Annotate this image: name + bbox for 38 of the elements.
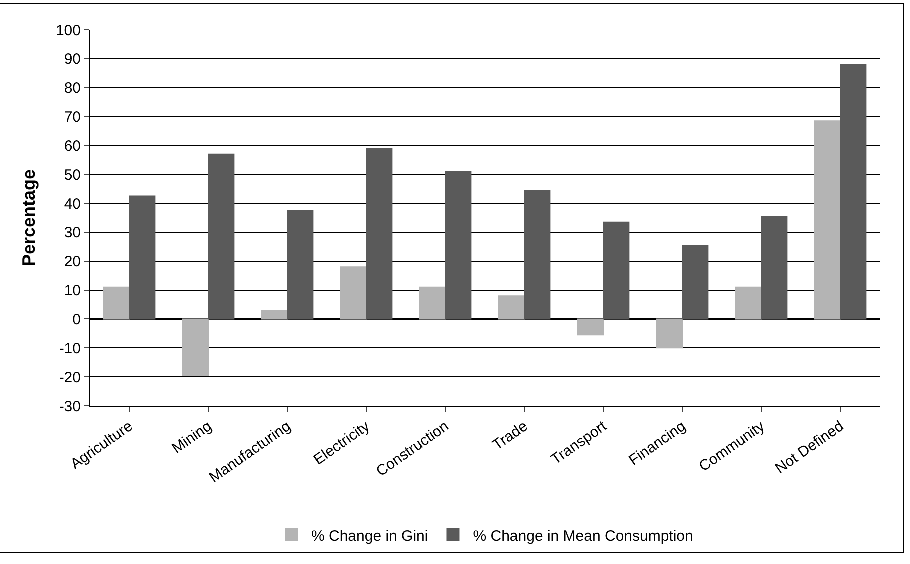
bar — [419, 286, 446, 320]
bar — [129, 196, 156, 320]
y-tick-label: 70 — [64, 109, 81, 126]
y-tick-label: -10 — [59, 340, 81, 358]
bar — [445, 171, 472, 320]
y-tick-label: 20 — [64, 254, 81, 271]
y-tick-label: 80 — [64, 80, 81, 98]
y-tick-label: 10 — [64, 282, 81, 300]
bar — [498, 296, 525, 320]
bar — [682, 244, 709, 320]
bar — [340, 266, 367, 320]
y-tick-label: 40 — [64, 196, 81, 213]
x-tick-label: Trade — [490, 418, 532, 454]
bar — [577, 318, 604, 336]
y-tick-label: 0 — [72, 311, 81, 328]
bar — [261, 310, 288, 320]
bar — [182, 318, 209, 376]
y-axis-title: Percentage — [19, 169, 40, 267]
y-tick-label: 90 — [64, 51, 81, 68]
bar — [103, 286, 130, 320]
bar — [735, 286, 762, 320]
bar — [524, 190, 551, 320]
bar — [208, 154, 235, 320]
y-tick-label: 100 — [56, 22, 81, 40]
bar — [366, 148, 393, 320]
bar — [603, 222, 630, 320]
bar — [840, 64, 867, 320]
legend-label: % Change in Mean Consumption — [473, 528, 694, 545]
y-tick-label: 50 — [64, 166, 81, 184]
bar — [814, 120, 841, 320]
y-tick-label: -20 — [59, 369, 81, 386]
legend-label: % Change in Gini — [312, 528, 428, 545]
y-tick-label: 60 — [64, 138, 81, 155]
bar — [656, 318, 683, 349]
bar — [761, 216, 788, 320]
bar — [287, 210, 314, 320]
y-tick-label: 30 — [64, 224, 81, 242]
y-tick-label: -30 — [59, 398, 81, 416]
